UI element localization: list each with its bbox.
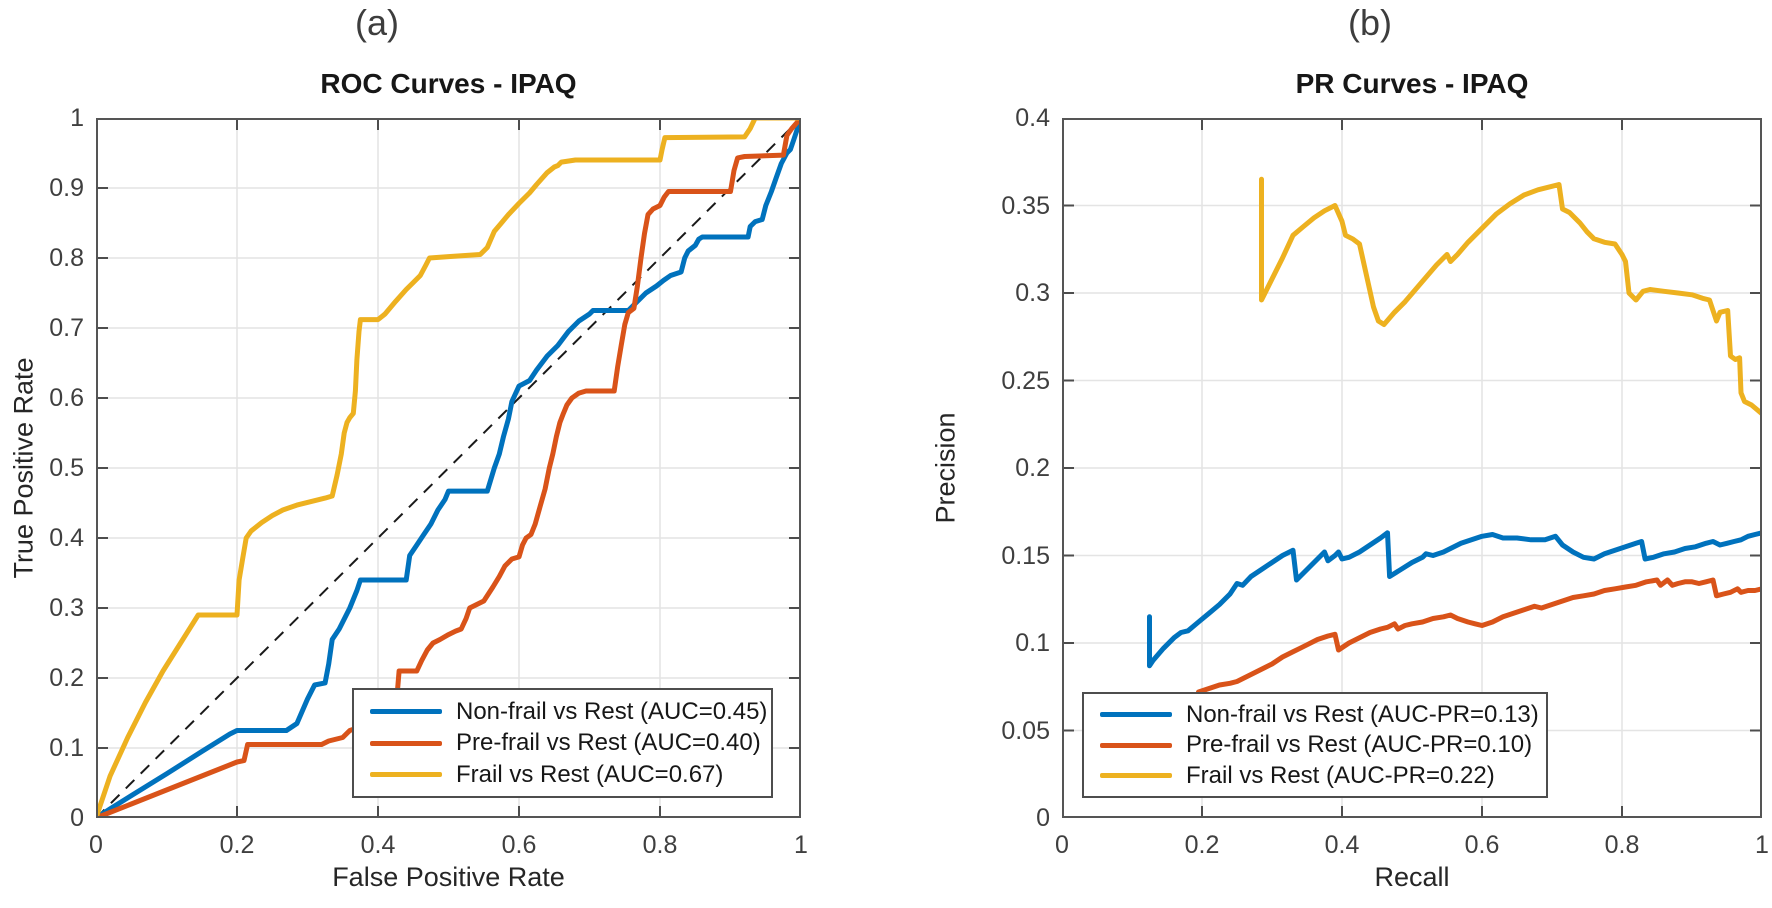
legend-label: Pre-frail vs Rest (AUC-PR=0.10) bbox=[1186, 731, 1533, 758]
prefrail-line-swatch bbox=[1100, 742, 1172, 748]
x-tick-label: 0.6 bbox=[1464, 831, 1500, 859]
panel-a-label: (a) bbox=[355, 2, 399, 43]
y-tick-label: 0.3 bbox=[49, 594, 84, 622]
y-tick-label: 0 bbox=[70, 804, 84, 832]
y-tick-label: 0.2 bbox=[49, 664, 84, 692]
legend-label: Frail vs Rest (AUC-PR=0.22) bbox=[1186, 761, 1495, 789]
legend-label: Non-frail vs Rest (AUC=0.45) bbox=[456, 697, 768, 725]
y-tick-label: 0.15 bbox=[1001, 541, 1050, 570]
pr-chart-title: PR Curves - IPAQ bbox=[1295, 68, 1529, 99]
frail-line-swatch bbox=[370, 772, 442, 777]
y-tick-label: 0.3 bbox=[1015, 279, 1050, 307]
y-tick-label: 0.2 bbox=[1015, 454, 1050, 482]
x-tick-label: 0 bbox=[1055, 831, 1069, 859]
x-tick-label: 0.4 bbox=[1324, 831, 1360, 859]
y-tick-label: 0.35 bbox=[1001, 191, 1050, 220]
pr-x-axis-label: Recall bbox=[1374, 862, 1450, 892]
x-tick-label: 0.2 bbox=[1184, 831, 1220, 859]
y-tick-label: 0.7 bbox=[49, 314, 84, 342]
panel-a: (a) ROC Curves - IPAQ True Positive Rate… bbox=[9, 2, 808, 892]
legend-label: Pre-frail vs Rest (AUC=0.40) bbox=[456, 729, 761, 756]
legend-entry-frail: Frail vs Rest (AUC-PR=0.22) bbox=[1084, 762, 1546, 790]
legend-entry-prefrail: Pre-frail vs Rest (AUC-PR=0.10) bbox=[1084, 731, 1546, 759]
legend-entry-nonfrail: Non-frail vs Rest (AUC=0.45) bbox=[354, 698, 771, 726]
y-tick-label: 0.1 bbox=[1015, 629, 1050, 657]
roc-legend: Non-frail vs Rest (AUC=0.45) Pre-frail v… bbox=[352, 688, 773, 798]
y-tick-label: 0.25 bbox=[1001, 366, 1050, 395]
x-tick-label: 0.8 bbox=[642, 831, 678, 859]
roc-chart-title: ROC Curves - IPAQ bbox=[320, 68, 577, 99]
y-tick-label: 0.4 bbox=[1015, 104, 1050, 132]
pr-y-axis-label: Precision bbox=[930, 412, 961, 524]
x-tick-label: 0 bbox=[89, 831, 103, 859]
nonfrail-line-swatch bbox=[370, 709, 442, 714]
legend-label: Non-frail vs Rest (AUC-PR=0.13) bbox=[1186, 700, 1539, 728]
panel-b-label: (b) bbox=[1348, 2, 1392, 43]
y-tick-label: 1 bbox=[70, 104, 84, 132]
legend-entry-prefrail: Pre-frail vs Rest (AUC=0.40) bbox=[354, 729, 771, 757]
x-tick-label: 0.8 bbox=[1604, 831, 1640, 859]
y-tick-label: 0.05 bbox=[1001, 716, 1050, 745]
x-tick-label: 0.2 bbox=[219, 831, 255, 859]
x-tick-label: 1 bbox=[794, 831, 808, 859]
frail-line-swatch bbox=[1100, 773, 1172, 778]
x-tick-label: 1 bbox=[1755, 831, 1769, 859]
y-tick-label: 0.9 bbox=[49, 174, 84, 202]
panel-b: (b) PR Curves - IPAQ Precision Recall No… bbox=[886, 0, 1772, 908]
y-tick-label: 0.6 bbox=[49, 384, 84, 412]
legend-label: Frail vs Rest (AUC=0.67) bbox=[456, 760, 724, 788]
x-tick-label: 0.4 bbox=[360, 831, 396, 859]
legend-entry-nonfrail: Non-frail vs Rest (AUC-PR=0.13) bbox=[1084, 701, 1546, 729]
prefrail-line-swatch bbox=[370, 740, 442, 746]
y-tick-label: 0.4 bbox=[49, 524, 84, 552]
pr-legend: Non-frail vs Rest (AUC-PR=0.13) Pre-frai… bbox=[1082, 692, 1548, 798]
x-tick-label: 0.6 bbox=[501, 831, 537, 859]
y-tick-label: 0.1 bbox=[49, 734, 84, 762]
roc-x-axis-label: False Positive Rate bbox=[332, 862, 565, 892]
nonfrail-line-swatch bbox=[1100, 712, 1172, 717]
y-tick-label: 0.8 bbox=[49, 244, 84, 272]
legend-entry-frail: Frail vs Rest (AUC=0.67) bbox=[354, 761, 771, 789]
y-tick-label: 0.5 bbox=[49, 454, 84, 482]
y-tick-label: 0 bbox=[1036, 804, 1050, 832]
